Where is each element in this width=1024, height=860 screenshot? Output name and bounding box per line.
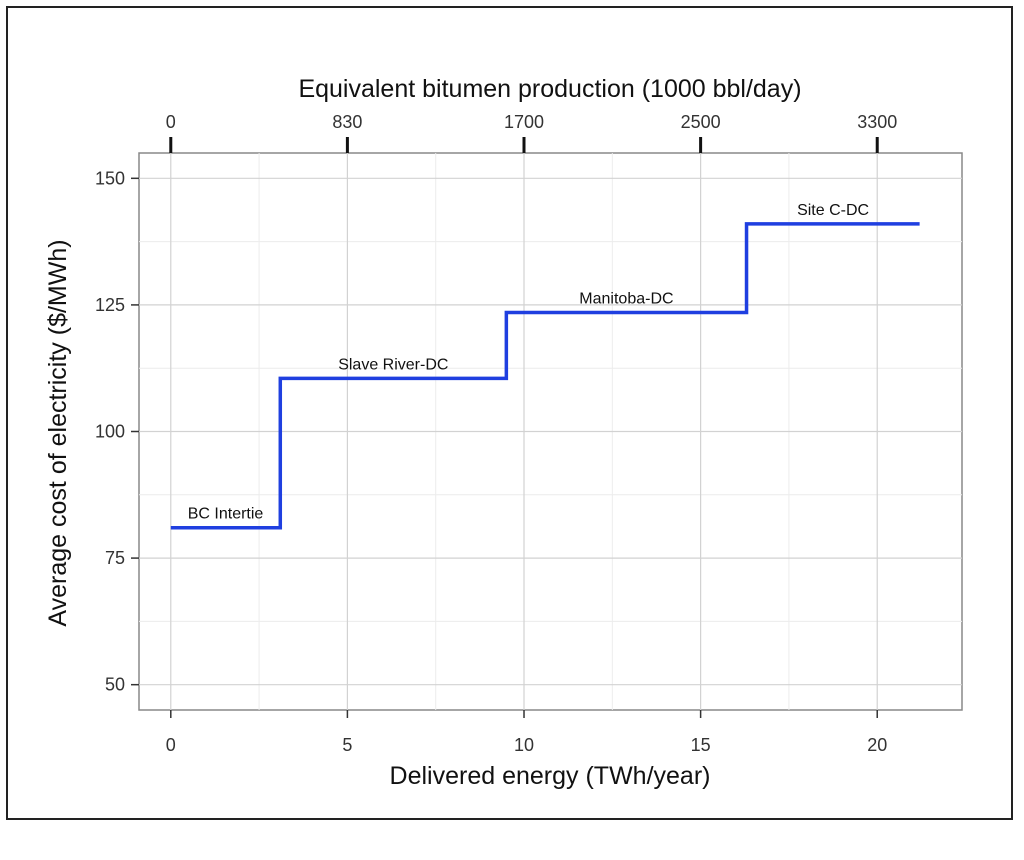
step-label: Slave River-DC [338, 356, 448, 373]
major-grid [139, 153, 962, 710]
x-tick-label: 10 [514, 735, 534, 755]
x-axis-title: Delivered energy (TWh/year) [390, 762, 711, 790]
y-tick-label: 50 [105, 675, 125, 695]
step-label: Manitoba-DC [579, 291, 673, 308]
y-tick-label: 75 [105, 548, 125, 568]
top-tick-label: 3300 [857, 112, 897, 132]
x-tick-label: 0 [166, 735, 176, 755]
step-labels: BC Intertie Slave River-DC Manitoba-DC Site… [188, 202, 869, 523]
y-tick-label: 125 [95, 295, 125, 315]
top-axis: 0 830 1700 2500 3300 [166, 112, 897, 153]
top-tick-label: 2500 [681, 112, 721, 132]
cost-step-line [170, 222, 920, 530]
x-tick-label: 15 [691, 735, 711, 755]
y-tick-label: 100 [95, 422, 125, 442]
x-tick-label: 5 [342, 735, 352, 755]
y-tick-label: 150 [95, 168, 125, 188]
top-tick-label: 0 [166, 112, 176, 132]
top-axis-title: Equivalent bitumen production (1000 bbl/… [298, 75, 801, 103]
top-tick-label: 830 [332, 112, 362, 132]
y-axis-title: Average cost of electricity ($/MWh) [44, 239, 72, 626]
left-axis: 50 75 100 125 150 [95, 168, 139, 695]
x-tick-label: 20 [867, 735, 887, 755]
top-tick-label: 1700 [504, 112, 544, 132]
step-label: Site C-DC [797, 202, 869, 219]
bottom-axis: 0 5 10 15 20 [166, 710, 887, 755]
step-label: BC Intertie [188, 506, 264, 523]
